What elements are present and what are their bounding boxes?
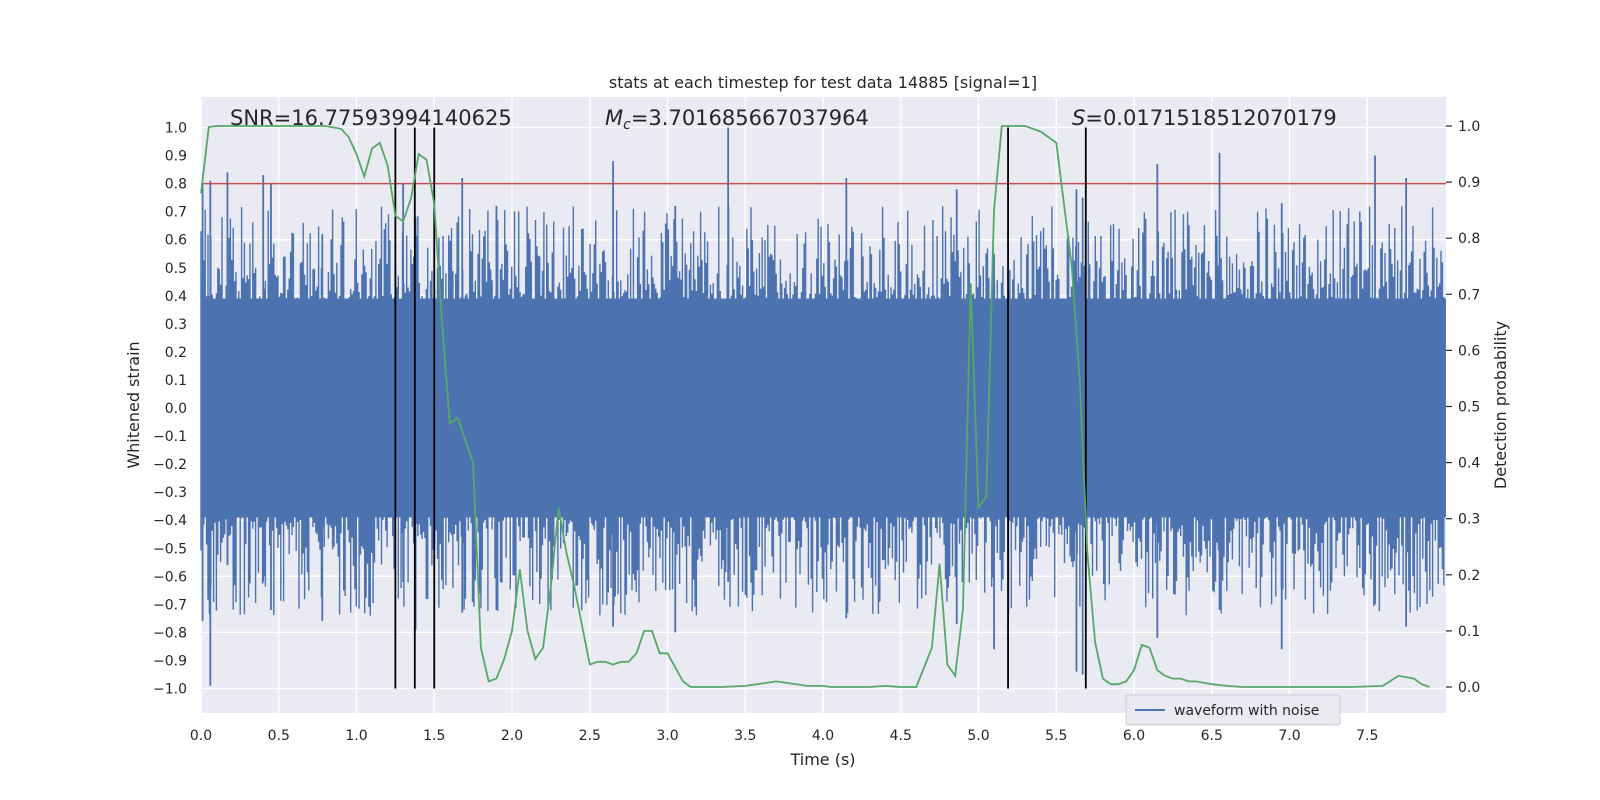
y-left-tick-label: −0.5 — [153, 541, 187, 557]
y-left-tick-label: 0.3 — [165, 317, 187, 333]
x-tick-label: 7.5 — [1356, 728, 1378, 744]
x-tick-label: 5.0 — [967, 728, 989, 744]
probability-line — [200, 125, 1430, 688]
legend-box — [1125, 694, 1341, 726]
mc-value: =3.701685667037964 — [631, 106, 869, 130]
mc-annotation: Mc=3.701685667037964 — [605, 106, 869, 133]
x-tick-label: 4.5 — [890, 728, 912, 744]
y-left-tick-label: −0.9 — [153, 653, 187, 669]
legend-label: waveform with noise — [1174, 703, 1319, 719]
y-right-tick-label: 1.0 — [1458, 119, 1480, 135]
y-right-tick-label: 0.1 — [1458, 624, 1480, 640]
x-axis-ticks: 0.0 0.5 1.0 1.5 2.0 2.5 3.0 3.5 4.0 4.5 5.0 5.5 6.0 6… — [190, 728, 1379, 744]
y-left-axis-label: Whitened strain — [124, 341, 143, 468]
x-tick-label: 2.5 — [579, 728, 601, 744]
x-tick-label: 3.0 — [656, 728, 678, 744]
s-value: =0.0171518512070179 — [1085, 106, 1336, 130]
y-right-axis-ticks: 1.0 0.9 0.8 0.7 0.6 0.5 0.4 0.3 0.2 0.1 0.0 — [1446, 119, 1480, 696]
y-right-tick-label: 0.4 — [1458, 456, 1480, 472]
y-left-tick-label: 0.6 — [165, 233, 187, 249]
x-tick-label: 3.5 — [734, 728, 756, 744]
y-left-tick-label: 0.8 — [165, 177, 187, 193]
y-left-tick-label: −0.3 — [153, 485, 187, 501]
mc-subscript: c — [623, 117, 631, 133]
y-right-tick-label: 0.3 — [1458, 512, 1480, 528]
snr-annotation: SNR=16.77593994140625 — [230, 106, 512, 130]
legend: waveform with noise — [1125, 694, 1341, 726]
y-left-tick-label: 0.5 — [165, 261, 187, 277]
x-tick-label: 6.5 — [1201, 728, 1223, 744]
y-left-tick-label: −0.4 — [153, 513, 187, 529]
s-symbol: S — [1072, 106, 1085, 130]
y-left-tick-label: −0.7 — [153, 597, 187, 613]
x-tick-label: 1.5 — [423, 728, 445, 744]
y-left-tick-label: 1.0 — [165, 121, 187, 137]
y-left-tick-label: −0.6 — [153, 569, 187, 585]
y-right-axis-label: Detection probability — [1491, 321, 1510, 489]
y-right-tick-label: 0.8 — [1458, 231, 1480, 247]
y-left-tick-label: 0.7 — [165, 205, 187, 221]
x-axis-label: Time (s) — [789, 750, 855, 769]
chart-title: stats at each timestep for test data 148… — [609, 73, 1037, 92]
y-left-tick-label: −0.1 — [153, 429, 187, 445]
y-right-tick-label: 0.0 — [1458, 680, 1480, 696]
x-tick-label: 7.0 — [1278, 728, 1300, 744]
x-tick-label: 2.0 — [501, 728, 523, 744]
y-left-tick-label: 0.4 — [165, 289, 187, 305]
x-tick-label: 0.0 — [190, 728, 212, 744]
waveform-series — [200, 127, 1446, 686]
probability-series — [200, 125, 1430, 688]
y-left-tick-label: −0.8 — [153, 625, 187, 641]
mc-symbol: M — [605, 106, 623, 130]
s-annotation: S=0.0171518512070179 — [1072, 106, 1337, 130]
y-left-tick-label: 0.2 — [165, 345, 187, 361]
y-left-axis-ticks: 1.0 0.9 0.8 0.7 0.6 0.5 0.4 0.3 0.2 0.1 0.0 −0.1 −0.… — [153, 121, 187, 698]
x-tick-label: 6.0 — [1123, 728, 1145, 744]
x-tick-label: 5.5 — [1045, 728, 1067, 744]
x-tick-label: 4.0 — [812, 728, 834, 744]
vertical-markers — [394, 127, 1087, 689]
x-tick-label: 0.5 — [268, 728, 290, 744]
y-right-tick-label: 0.6 — [1458, 343, 1480, 359]
x-tick-label: 1.0 — [345, 728, 367, 744]
y-right-tick-label: 0.7 — [1458, 287, 1480, 303]
y-left-tick-label: 0.9 — [165, 149, 187, 165]
y-left-tick-label: −1.0 — [153, 682, 187, 698]
y-left-tick-label: 0.1 — [165, 373, 187, 389]
waveform-noise — [200, 206, 1445, 616]
y-left-tick-label: 0.0 — [165, 401, 187, 417]
y-right-tick-label: 0.5 — [1458, 400, 1480, 416]
y-right-tick-label: 0.2 — [1458, 568, 1480, 584]
y-left-tick-label: −0.2 — [153, 457, 187, 473]
y-right-tick-label: 0.9 — [1458, 175, 1480, 191]
